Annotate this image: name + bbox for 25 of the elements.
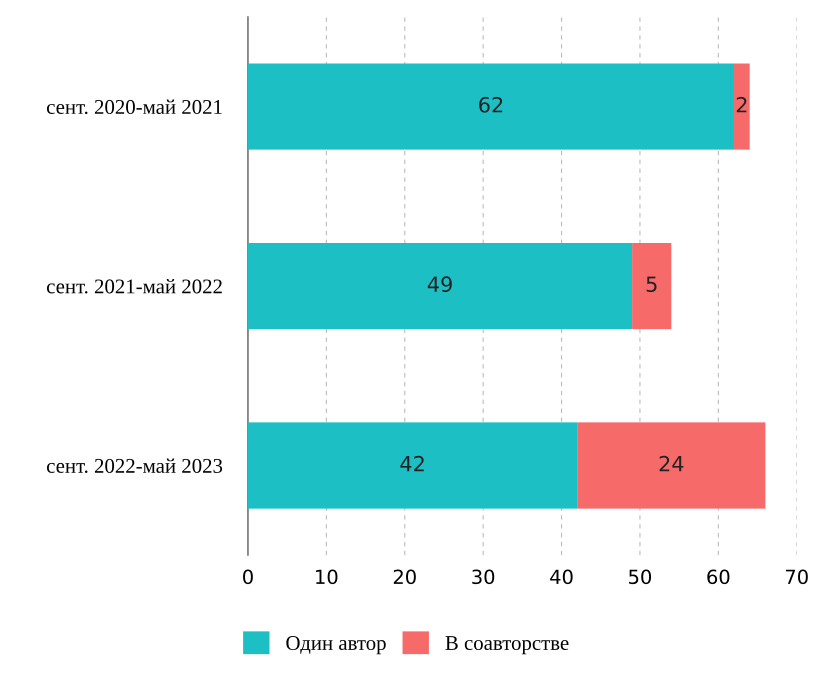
y-tick-label: сент. 2021-май 2022 — [46, 278, 222, 294]
bar — [248, 63, 734, 150]
data-label: 49 — [428, 276, 452, 292]
x-tick-label: 70 — [786, 569, 808, 584]
y-tick-label: сент. 2020-май 2021 — [46, 100, 222, 114]
data-label: 2 — [736, 96, 746, 112]
legend-label: Один автор — [286, 636, 386, 654]
bar — [248, 242, 632, 330]
x-tick-label: 20 — [394, 569, 416, 584]
bar — [577, 422, 766, 509]
data-label: 5 — [646, 276, 657, 292]
data-label: 42 — [400, 456, 424, 472]
x-tick-label: 10 — [316, 569, 338, 584]
y-tick-label: сент. 2022-май 2023 — [46, 458, 222, 474]
x-tick-label: 50 — [629, 569, 652, 584]
bar — [248, 422, 578, 509]
bar — [734, 63, 750, 150]
data-label: 24 — [660, 456, 684, 472]
x-tick-label: 0 — [243, 569, 253, 584]
legend-label: В соавторстве — [445, 636, 568, 654]
bar — [632, 242, 672, 330]
x-tick-label: 30 — [472, 569, 494, 584]
x-tick-label: 40 — [550, 569, 573, 584]
data-label: 62 — [479, 96, 502, 113]
x-tick-label: 60 — [707, 569, 730, 584]
